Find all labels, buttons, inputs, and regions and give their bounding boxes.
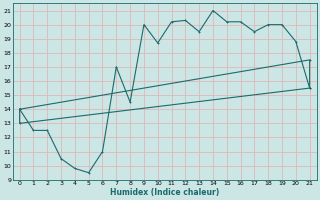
X-axis label: Humidex (Indice chaleur): Humidex (Indice chaleur) bbox=[110, 188, 219, 197]
